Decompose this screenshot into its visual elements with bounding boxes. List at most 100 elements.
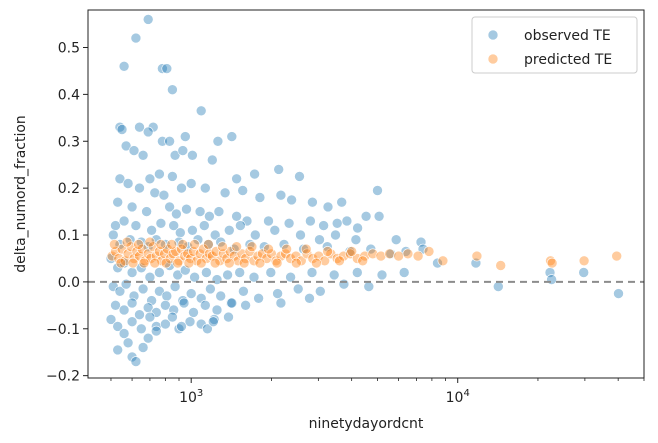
- observed-point: [128, 290, 140, 302]
- legend-marker-observed: [487, 29, 499, 41]
- observed-point: [167, 84, 178, 95]
- observed-point: [292, 283, 304, 295]
- observed-point: [110, 299, 121, 311]
- observed-point: [144, 173, 156, 185]
- y-tick-label: 0.4: [58, 87, 80, 103]
- observed-point: [167, 311, 178, 323]
- observed-point: [328, 269, 340, 281]
- predicted-point: [295, 255, 307, 267]
- observed-point: [178, 297, 190, 309]
- observed-point: [188, 307, 199, 318]
- observed-point: [128, 145, 140, 156]
- observed-point: [168, 220, 179, 231]
- observed-point: [172, 269, 183, 281]
- predicted-point: [281, 243, 292, 255]
- observed-point: [224, 225, 235, 236]
- predicted-point: [271, 257, 283, 269]
- observed-point: [175, 227, 186, 238]
- observed-point: [200, 182, 211, 194]
- observed-point: [219, 187, 231, 199]
- observed-point: [160, 299, 171, 311]
- observed-point: [164, 201, 175, 213]
- observed-point: [208, 316, 219, 328]
- predicted-point: [203, 239, 214, 250]
- predicted-point: [166, 239, 177, 250]
- y-axis-label: delta_numord_fraction: [13, 115, 29, 273]
- predicted-point: [611, 250, 623, 262]
- observed-point: [265, 267, 277, 278]
- observed-point: [136, 323, 147, 335]
- observed-point: [330, 229, 341, 241]
- observed-point: [167, 171, 178, 182]
- observed-point: [415, 236, 427, 248]
- observed-point: [352, 222, 363, 234]
- observed-point: [238, 285, 249, 297]
- observed-point: [176, 321, 187, 332]
- observed-point: [130, 220, 142, 231]
- predicted-point: [311, 257, 322, 269]
- observed-point: [142, 126, 154, 138]
- observed-point: [130, 32, 142, 44]
- observed-point: [205, 283, 216, 295]
- predicted-point: [189, 239, 200, 250]
- observed-point: [126, 267, 138, 278]
- predicted-point: [110, 246, 121, 257]
- observed-point: [185, 288, 197, 299]
- legend-marker-predicted: [487, 53, 499, 65]
- observed-point: [137, 283, 149, 295]
- predicted-point: [155, 239, 167, 250]
- observed-point: [231, 211, 242, 222]
- observed-point: [120, 278, 132, 290]
- observed-point: [118, 328, 130, 339]
- predicted-point: [138, 257, 150, 269]
- predicted-point: [160, 257, 172, 269]
- predicted-point: [384, 248, 395, 260]
- observed-point: [275, 297, 287, 309]
- observed-point: [322, 201, 334, 213]
- observed-point: [254, 192, 266, 203]
- predicted-point: [177, 239, 189, 250]
- observed-point: [134, 121, 145, 133]
- observed-point: [263, 215, 274, 227]
- predicted-point: [423, 246, 435, 257]
- predicted-point: [322, 246, 333, 257]
- predicted-point: [546, 257, 558, 269]
- observed-point: [285, 271, 296, 283]
- observed-point: [180, 131, 191, 142]
- observed-point: [144, 311, 156, 323]
- legend: observed TE predicted TE: [471, 16, 638, 74]
- observed-point: [272, 288, 283, 299]
- legend-label-observed: observed TE: [524, 28, 611, 44]
- predicted-point: [195, 257, 207, 269]
- observed-point: [318, 220, 329, 231]
- x-tick-label: 104: [446, 388, 470, 406]
- y-tick-label: 0.1: [58, 228, 80, 244]
- observed-point: [118, 304, 130, 316]
- predicted-point: [578, 255, 590, 267]
- observed-point: [295, 229, 306, 241]
- observed-point: [237, 185, 248, 196]
- predicted-point: [127, 257, 139, 269]
- observed-point: [108, 229, 119, 241]
- predicted-point: [115, 257, 127, 269]
- predicted-point: [357, 255, 369, 267]
- observed-point: [204, 211, 215, 222]
- predicted-point: [471, 250, 483, 262]
- observed-point: [223, 311, 234, 323]
- observed-point: [202, 323, 213, 335]
- observed-point: [114, 173, 126, 185]
- observed-point: [492, 281, 504, 292]
- observed-point: [161, 290, 173, 302]
- y-tick-label: 0.3: [58, 134, 80, 150]
- observed-point: [275, 189, 287, 201]
- observed-point: [194, 206, 206, 217]
- observed-point: [157, 63, 168, 74]
- observed-point: [390, 234, 402, 245]
- observed-point: [137, 150, 149, 161]
- observed-point: [269, 225, 281, 236]
- observed-point: [158, 189, 170, 201]
- observed-point: [134, 309, 145, 321]
- observed-point: [376, 269, 388, 281]
- observed-point: [363, 281, 375, 292]
